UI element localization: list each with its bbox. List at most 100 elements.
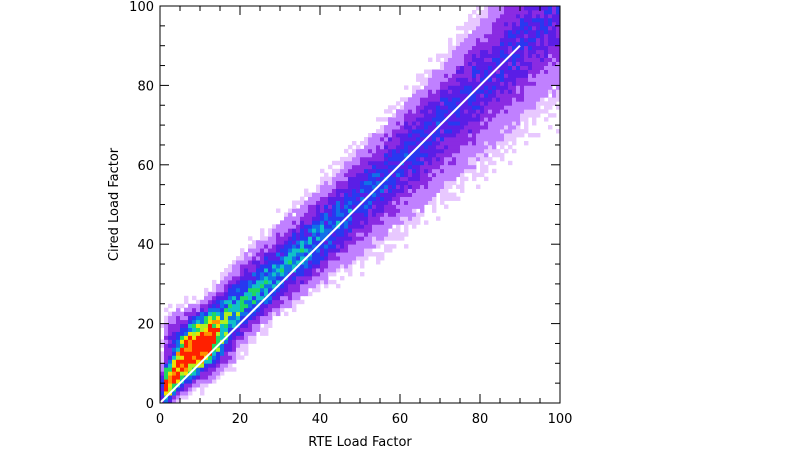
density-cell (464, 105, 469, 110)
density-cell (436, 156, 441, 162)
density-cell (368, 156, 373, 162)
density-cell (472, 117, 477, 122)
density-cell (456, 81, 461, 86)
density-cell (464, 93, 469, 98)
density-cell (556, 105, 561, 110)
density-cell (360, 160, 365, 166)
density-cell (364, 216, 369, 221)
density-cell (420, 117, 425, 122)
density-cell (444, 156, 449, 162)
density-cell (168, 351, 173, 356)
density-cell (388, 164, 393, 170)
density-cell (204, 295, 209, 301)
density-cell (316, 200, 321, 205)
density-cell (240, 287, 245, 293)
density-cell (340, 244, 345, 249)
density-cell (516, 93, 521, 98)
density-cell (444, 196, 449, 201)
density-cell (352, 152, 357, 158)
density-cell (468, 85, 473, 90)
density-cell (324, 204, 329, 209)
density-cell (220, 315, 225, 321)
density-cell (392, 137, 397, 142)
density-cell (492, 141, 497, 146)
density-cell (264, 260, 269, 265)
density-cell (528, 29, 533, 35)
density-cell (204, 291, 209, 297)
density-cell (440, 73, 445, 78)
density-cell (192, 343, 197, 348)
density-cell (504, 148, 509, 154)
density-cell (180, 383, 185, 388)
density-cell (500, 69, 505, 74)
density-cell (244, 276, 249, 281)
density-cell (296, 216, 301, 221)
density-cell (368, 184, 373, 189)
density-cell (240, 295, 245, 301)
density-cell (384, 148, 389, 154)
density-cell (268, 236, 273, 241)
density-cell (512, 45, 517, 51)
density-cell (432, 137, 437, 142)
density-cell (364, 200, 369, 205)
density-cell (236, 319, 241, 324)
density-cell (472, 168, 477, 174)
density-cell (172, 315, 177, 321)
density-cell (200, 307, 205, 313)
density-cell (232, 355, 237, 360)
density-cell (508, 69, 513, 74)
density-cell (404, 220, 409, 225)
density-cell (336, 232, 341, 237)
density-cell (172, 323, 177, 328)
density-cell (516, 129, 521, 134)
density-cell (280, 236, 285, 241)
density-cell (276, 311, 281, 317)
density-cell (380, 184, 385, 189)
density-cell (512, 10, 517, 15)
density-cell (160, 395, 165, 400)
density-cell (364, 232, 369, 237)
density-cell (404, 244, 409, 249)
density-cell (432, 144, 437, 150)
density-cell (420, 73, 425, 78)
density-cell (488, 13, 493, 19)
density-cell (356, 180, 361, 186)
density-cell (404, 192, 409, 197)
density-cell (228, 343, 233, 348)
density-cell (376, 224, 381, 229)
density-cell (464, 168, 469, 174)
density-cell (172, 383, 177, 388)
density-cell (416, 93, 421, 98)
density-cell (480, 168, 485, 174)
density-cell (408, 125, 413, 130)
x-tick-label: 40 (312, 412, 329, 427)
density-cell (184, 315, 189, 321)
density-cell (388, 152, 393, 158)
density-cell (452, 196, 457, 201)
density-cell (244, 272, 249, 277)
density-cell (164, 315, 169, 321)
density-cell (312, 252, 317, 257)
density-cell (448, 73, 453, 78)
density-cell (492, 45, 497, 51)
density-cell (460, 144, 465, 150)
density-cell (460, 97, 465, 102)
density-cell (308, 216, 313, 221)
density-cell (304, 204, 309, 209)
density-cell (408, 156, 413, 162)
density-cell (460, 160, 465, 166)
density-cell (432, 69, 437, 74)
density-cell (528, 65, 533, 70)
density-cell (288, 279, 293, 285)
density-cell (176, 311, 181, 317)
density-cell (408, 188, 413, 193)
density-cell (344, 228, 349, 233)
density-cell (256, 315, 261, 321)
density-cell (440, 144, 445, 150)
density-cell (420, 208, 425, 213)
density-cell (520, 10, 525, 15)
density-cell (384, 160, 389, 166)
density-cell (288, 268, 293, 273)
density-cell (556, 61, 561, 66)
density-cell (460, 141, 465, 146)
